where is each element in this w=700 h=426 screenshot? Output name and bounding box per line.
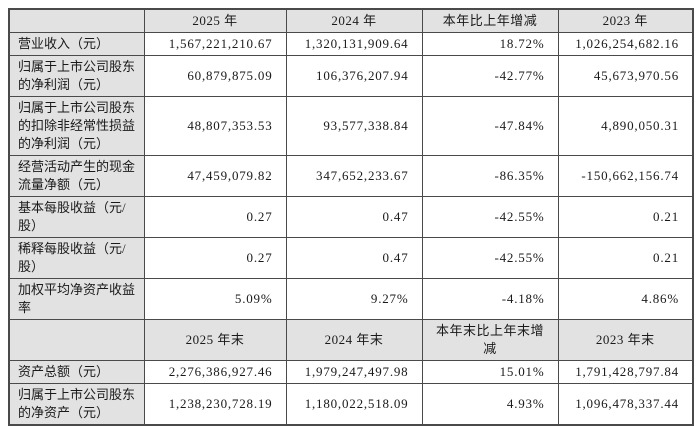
col-header-2024-end: 2024 年末 [285, 319, 423, 361]
cell-2023: 4.86% [557, 278, 694, 320]
row-label: 归属于上市公司股东的净利润（元） [8, 55, 145, 97]
cell-change: -42.55% [421, 237, 559, 279]
cell-2024: 347,652,233.67 [285, 155, 423, 197]
cell-change: 15.01% [421, 360, 559, 384]
col-header-2024: 2024 年 [285, 8, 423, 33]
row-label: 加权平均净资产收益率 [8, 278, 145, 320]
cell-change: -47.84% [421, 96, 559, 156]
section2-header-row: 2025 年末 2024 年末 本年末比上年末增减 2023 年末 [8, 319, 694, 361]
cell-change: -42.55% [421, 196, 559, 238]
cell-2023: 0.21 [557, 196, 694, 238]
row-label: 资产总额（元） [8, 360, 145, 384]
cell-2025-end: 1,238,230,728.19 [143, 383, 287, 426]
col-header-2025: 2025 年 [143, 8, 287, 33]
cell-2025: 48,807,353.53 [143, 96, 287, 156]
cell-2023: 4,890,050.31 [557, 96, 694, 156]
col-header-2023: 2023 年 [557, 8, 694, 33]
row-label: 经营活动产生的现金流量净额（元） [8, 155, 145, 197]
cell-2024: 1,320,131,909.64 [285, 32, 423, 56]
cell-change: 18.72% [421, 32, 559, 56]
table-row-total-assets: 资产总额（元） 2,276,386,927.46 1,979,247,497.9… [8, 360, 694, 384]
table-row-diluted-eps: 稀释每股收益（元/股） 0.27 0.47 -42.55% 0.21 [8, 237, 694, 279]
col-header-2023-end: 2023 年末 [557, 319, 694, 361]
row-label: 归属于上市公司股东的扣除非经常性损益的净利润（元） [8, 96, 145, 156]
cell-2023: 45,673,970.56 [557, 55, 694, 97]
cell-2023-end: 1,096,478,337.44 [557, 383, 694, 426]
cell-change: 4.93% [421, 383, 559, 426]
table-row-basic-eps: 基本每股收益（元/股） 0.27 0.47 -42.55% 0.21 [8, 196, 694, 238]
corner-cell [8, 8, 145, 33]
report-page: 2025 年 2024 年 本年比上年增减 2023 年 营业收入（元） 1,5… [8, 8, 694, 426]
corner-cell [8, 319, 145, 361]
table-row-revenue: 营业收入（元） 1,567,221,210.67 1,320,131,909.6… [8, 32, 694, 56]
cell-2023: 1,026,254,682.16 [557, 32, 694, 56]
table-row-net-profit: 归属于上市公司股东的净利润（元） 60,879,875.09 106,376,2… [8, 55, 694, 97]
cell-2023: 0.21 [557, 237, 694, 279]
cell-2024: 0.47 [285, 196, 423, 238]
cell-2025: 47,459,079.82 [143, 155, 287, 197]
col-header-yoy-change: 本年比上年增减 [421, 8, 559, 33]
row-label: 稀释每股收益（元/股） [8, 237, 145, 279]
cell-change: -4.18% [421, 278, 559, 320]
cell-2024-end: 1,180,022,518.09 [285, 383, 423, 426]
cell-2025: 0.27 [143, 196, 287, 238]
cell-2024: 106,376,207.94 [285, 55, 423, 97]
cell-2025: 5.09% [143, 278, 287, 320]
cell-2025: 1,567,221,210.67 [143, 32, 287, 56]
cell-2023-end: 1,791,428,797.84 [557, 360, 694, 384]
table-row-net-profit-excl-nonrecurring: 归属于上市公司股东的扣除非经常性损益的净利润（元） 48,807,353.53 … [8, 96, 694, 156]
cell-2024: 93,577,338.84 [285, 96, 423, 156]
cell-2025-end: 2,276,386,927.46 [143, 360, 287, 384]
cell-2024: 0.47 [285, 237, 423, 279]
row-label: 营业收入（元） [8, 32, 145, 56]
col-header-yoy-end-change: 本年末比上年末增减 [421, 319, 559, 361]
cell-change: -86.35% [421, 155, 559, 197]
cell-2023: -150,662,156.74 [557, 155, 694, 197]
table-row-weighted-avg-roe: 加权平均净资产收益率 5.09% 9.27% -4.18% 4.86% [8, 278, 694, 320]
table-row-operating-cash-flow: 经营活动产生的现金流量净额（元） 47,459,079.82 347,652,2… [8, 155, 694, 197]
cell-2024-end: 1,979,247,497.98 [285, 360, 423, 384]
financial-summary-table: 2025 年 2024 年 本年比上年增减 2023 年 营业收入（元） 1,5… [8, 8, 694, 426]
cell-2024: 9.27% [285, 278, 423, 320]
cell-change: -42.77% [421, 55, 559, 97]
cell-2025: 60,879,875.09 [143, 55, 287, 97]
section1-header-row: 2025 年 2024 年 本年比上年增减 2023 年 [8, 8, 694, 33]
col-header-2025-end: 2025 年末 [143, 319, 287, 361]
cell-2025: 0.27 [143, 237, 287, 279]
row-label: 基本每股收益（元/股） [8, 196, 145, 238]
row-label: 归属于上市公司股东的净资产（元） [8, 383, 145, 426]
table-row-net-assets: 归属于上市公司股东的净资产（元） 1,238,230,728.19 1,180,… [8, 383, 694, 426]
